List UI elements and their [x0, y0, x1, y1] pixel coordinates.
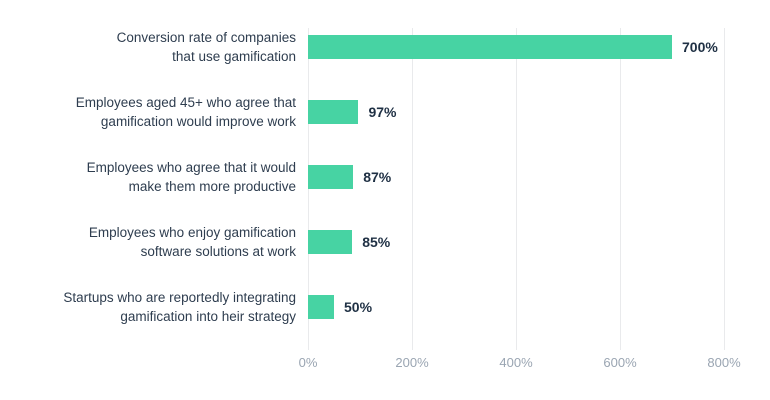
bar	[308, 165, 354, 189]
gridline	[724, 28, 725, 350]
category-label: Startups who are reportedly integrating …	[63, 290, 296, 324]
bar-value-label: 97%	[368, 104, 397, 120]
category-label: Employees who enjoy gamification softwar…	[88, 225, 296, 259]
x-axis-tick-label: 200%	[395, 355, 429, 370]
bar-value-label: 87%	[363, 169, 392, 185]
category-label: Conversion rate of companies that use ga…	[116, 30, 296, 64]
gridline	[412, 28, 413, 350]
x-axis-tick-label: 0%	[298, 355, 318, 370]
x-axis-tick-label: 600%	[603, 355, 637, 370]
bar	[308, 100, 359, 124]
x-axis-tick-label: 400%	[499, 355, 533, 370]
category-label: Employees aged 45+ who agree that gamifi…	[75, 95, 296, 129]
x-axis-tick-label: 800%	[707, 355, 741, 370]
bar-value-label: 50%	[344, 299, 373, 315]
gridline	[516, 28, 517, 350]
bar	[308, 230, 353, 254]
category-label: Employees who agree that it would make t…	[86, 160, 296, 194]
gridline	[620, 28, 621, 350]
bar	[308, 35, 672, 59]
bar-value-label: 85%	[362, 234, 391, 250]
bar-value-label: 700%	[682, 39, 718, 55]
bar	[308, 295, 334, 319]
gridline	[308, 28, 309, 350]
